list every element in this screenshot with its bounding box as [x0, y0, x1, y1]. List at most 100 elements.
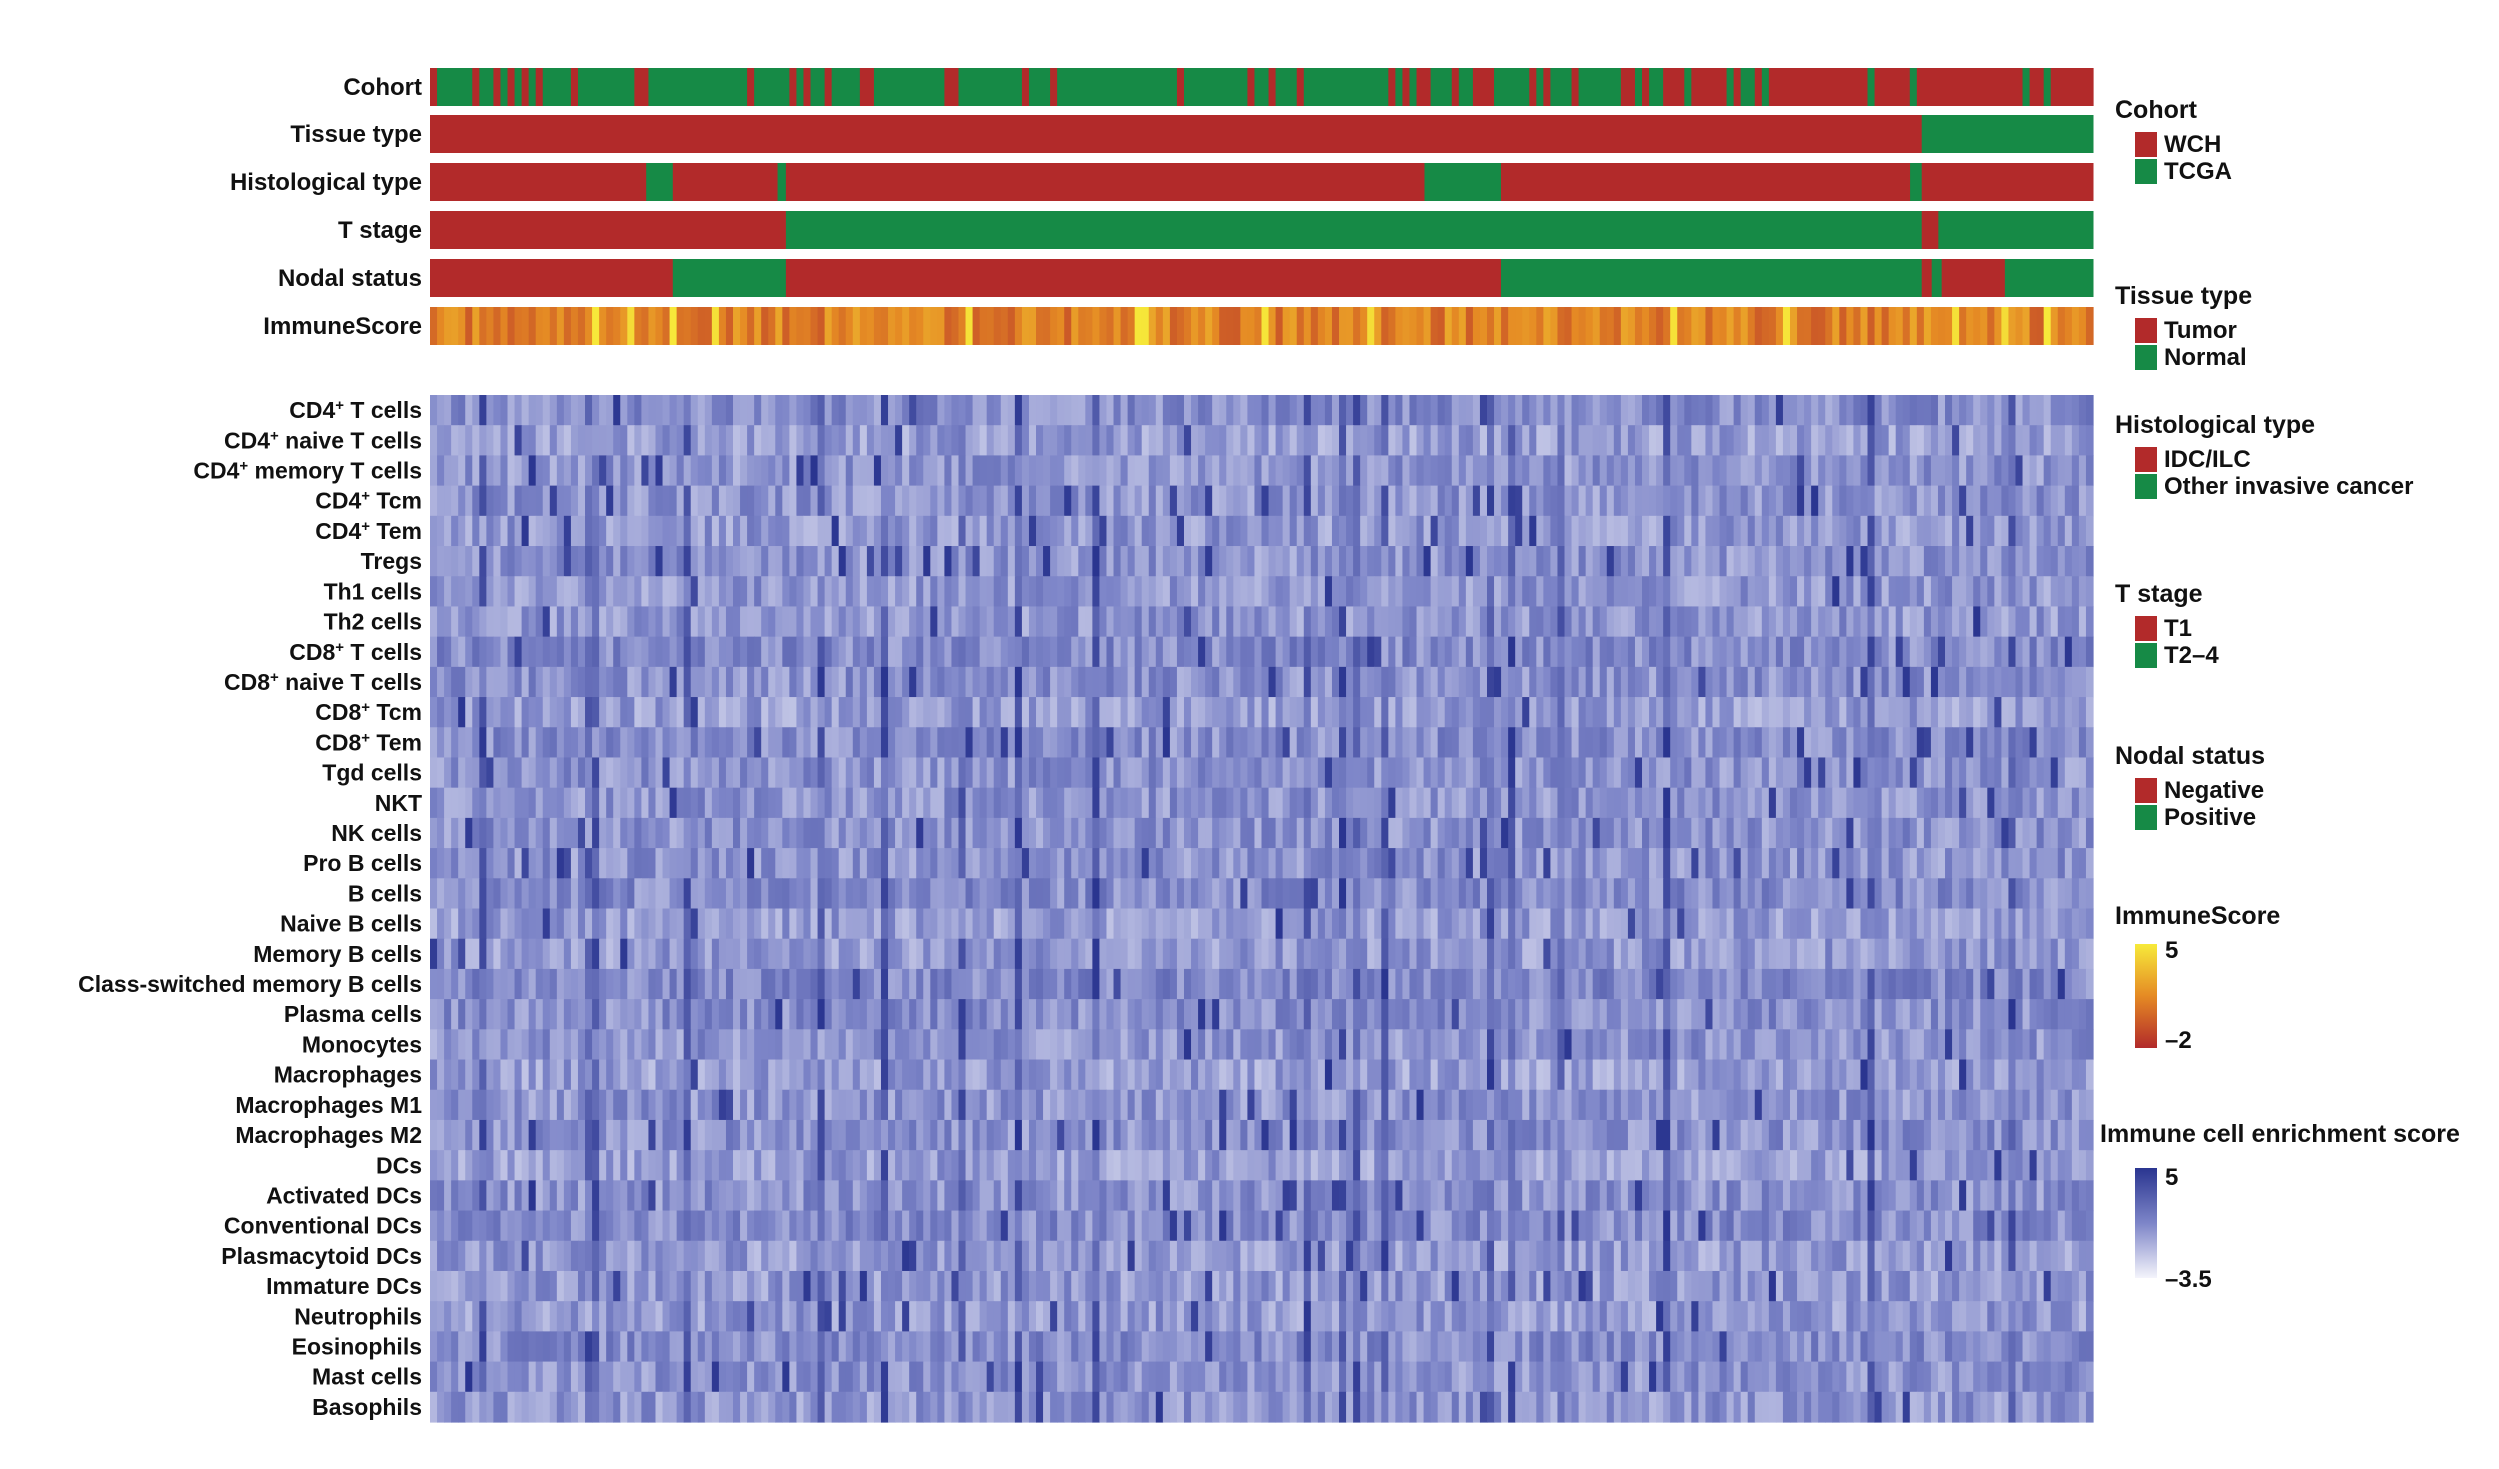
heatmap-cell — [951, 757, 960, 789]
heatmap-cell — [1176, 757, 1185, 789]
heatmap-cell — [2036, 878, 2045, 910]
heatmap-cell — [472, 395, 480, 426]
heatmap-cell — [514, 606, 523, 638]
heatmap-cell — [1092, 878, 1101, 910]
heatmap-cell — [895, 636, 903, 668]
heatmap-cell — [1811, 636, 1819, 668]
heatmap-cell — [1021, 938, 1030, 970]
heatmap-cell — [2085, 757, 2094, 789]
track-label-histology: Histological type — [230, 169, 422, 196]
heatmap-cell — [1486, 757, 1495, 789]
cohort-cell — [1423, 68, 1432, 106]
heatmap-cell — [1000, 515, 1009, 547]
heatmap-cell — [1021, 666, 1030, 698]
heatmap-cell — [838, 666, 847, 698]
heatmap-cell — [824, 576, 833, 608]
heatmap-cell — [718, 787, 727, 819]
immunescore-cell — [1853, 307, 1862, 345]
heatmap-cell — [1099, 787, 1108, 819]
heatmap-cell — [655, 817, 664, 849]
heatmap-cell — [1444, 425, 1453, 457]
heatmap-cell — [902, 817, 910, 849]
heatmap-cell — [704, 425, 713, 457]
heatmap-cell — [585, 606, 593, 638]
heatmap-cell — [1782, 485, 1791, 517]
heatmap-cell — [1388, 576, 1396, 608]
immunescore-cell — [1247, 307, 1256, 345]
heatmap-cell — [1289, 546, 1298, 577]
heatmap-cell — [1543, 908, 1552, 940]
heatmap-cell — [1050, 455, 1058, 487]
immunescore-cell — [1191, 307, 1199, 345]
heatmap-cell — [606, 878, 614, 910]
heatmap-cell — [704, 666, 713, 698]
heatmap-cell — [1346, 817, 1354, 849]
heatmap-cell — [1416, 425, 1425, 457]
cohort-cell — [1726, 68, 1735, 106]
heatmap-cell — [1028, 455, 1037, 487]
heatmap-cell — [451, 515, 459, 547]
heatmap-cell — [1416, 636, 1425, 668]
heatmap-cell — [2057, 515, 2066, 547]
heatmap-cell — [528, 455, 537, 487]
heatmap-cell — [1183, 787, 1192, 819]
heatmap-cell — [1522, 757, 1530, 789]
heatmap-cell — [493, 727, 502, 759]
heatmap-cell — [1768, 425, 1777, 457]
heatmap-cell — [486, 576, 495, 608]
heatmap-cell — [1930, 425, 1939, 457]
heatmap-cell — [556, 485, 565, 517]
heatmap-cell — [1451, 908, 1460, 940]
heatmap-cell — [1205, 576, 1213, 608]
heatmap-cell — [873, 485, 882, 517]
heatmap-cell — [775, 787, 783, 819]
immunescore-cell — [1592, 307, 1601, 345]
heatmap-cell — [676, 727, 685, 759]
heatmap-cell — [1881, 757, 1890, 789]
heatmap-cell — [1599, 485, 1608, 517]
cohort-cell — [789, 68, 798, 106]
heatmap-cell — [648, 455, 657, 487]
heatmap-cell — [1634, 425, 1643, 457]
heatmap-cell — [1007, 757, 1016, 789]
heatmap-cell — [880, 878, 889, 910]
heatmap-cell — [585, 787, 593, 819]
heatmap-cell — [1479, 787, 1488, 819]
heatmap-cell — [1141, 666, 1150, 698]
heatmap-cell — [1141, 848, 1150, 879]
heatmap-cell — [895, 425, 903, 457]
heatmap-cell — [880, 727, 889, 759]
heatmap-cell — [1930, 817, 1939, 849]
heatmap-cell — [585, 697, 593, 728]
heatmap-cell — [1578, 546, 1587, 577]
heatmap-cell — [1937, 697, 1946, 728]
heatmap-cell — [1980, 515, 1988, 547]
heatmap-cell — [1649, 666, 1657, 698]
heatmap-cell — [2036, 908, 2045, 940]
heatmap-cell — [1000, 455, 1009, 487]
heatmap-cell — [1719, 546, 1728, 577]
heatmap-cell — [2071, 576, 2080, 608]
heatmap-cell — [1733, 546, 1742, 577]
heatmap-cell — [923, 908, 931, 940]
heatmap-cell — [1620, 908, 1629, 940]
cell-type-label: Plasmacytoid DCs — [221, 1243, 422, 1269]
cohort-cell — [1761, 68, 1770, 106]
heatmap-cell — [577, 425, 586, 457]
heatmap-cell — [1613, 697, 1622, 728]
heatmap-cell — [1205, 606, 1213, 638]
heatmap-cell — [937, 878, 946, 910]
heatmap-cell — [1620, 787, 1629, 819]
heatmap-cell — [1064, 455, 1072, 487]
heatmap-cell — [570, 666, 579, 698]
heatmap-cell — [1360, 546, 1368, 577]
heatmap-cell — [965, 546, 974, 577]
heatmap-cell — [993, 787, 1002, 819]
heatmap-cell — [1388, 757, 1396, 789]
heatmap-cell — [1240, 848, 1249, 879]
heatmap-cell — [1874, 787, 1883, 819]
heatmap-cell — [1881, 727, 1890, 759]
heatmap-cell — [1522, 395, 1530, 426]
heatmap-cell — [577, 697, 586, 728]
heatmap-cell — [1430, 395, 1439, 426]
